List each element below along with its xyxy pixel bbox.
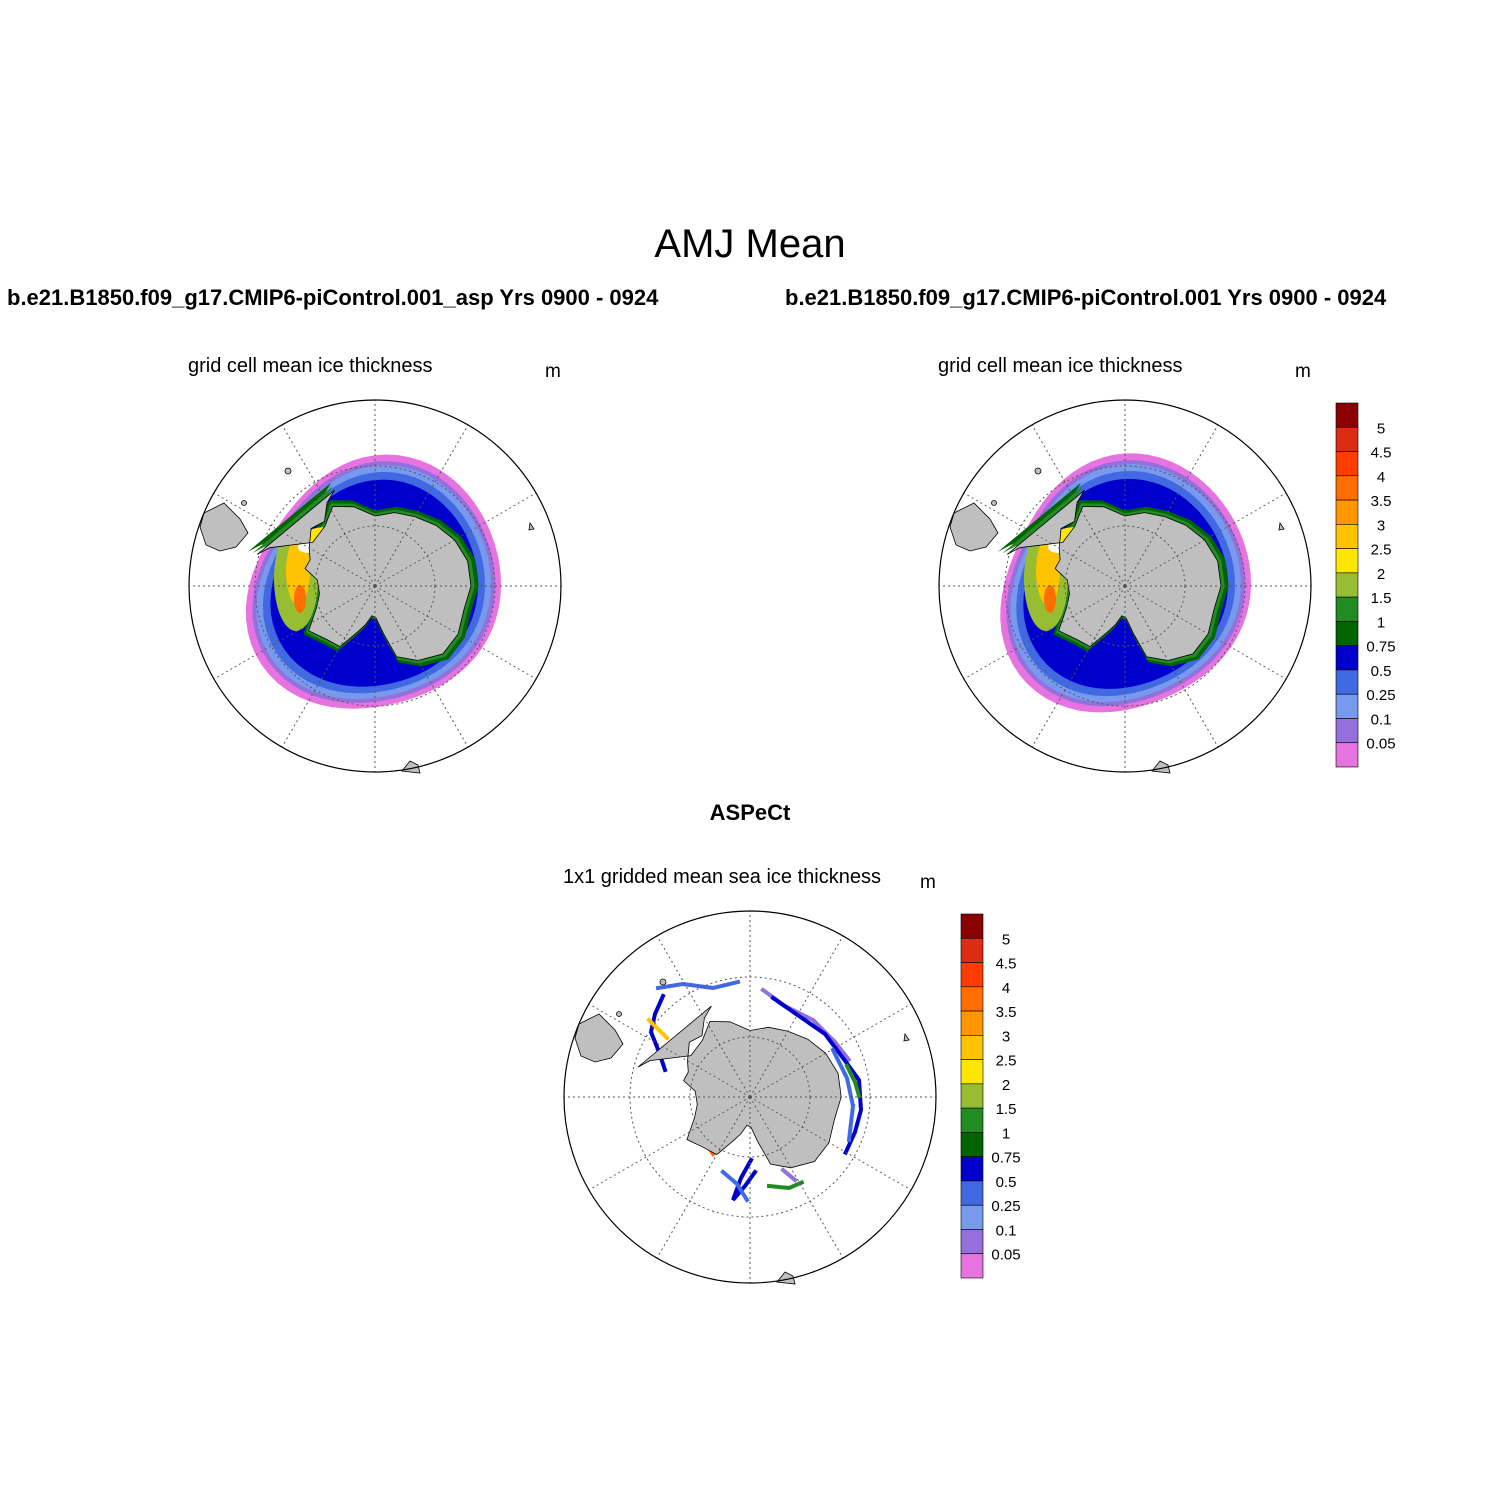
left-case-title: b.e21.B1850.f09_g17.CMIP6-piControl.001_…	[7, 285, 659, 310]
colorbar-swatch	[1335, 524, 1359, 549]
colorbar-swatch	[1335, 693, 1359, 719]
colorbar-swatch	[960, 986, 984, 1012]
south-america-landmass	[199, 502, 249, 552]
colorbar-tick-label: 1	[1002, 1125, 1010, 1142]
island-marker	[241, 500, 247, 506]
colorbar-tick-label: 3	[1377, 517, 1385, 534]
colorbar-tick-label: 0.1	[1371, 711, 1392, 728]
colorbar-tick-label: 4	[1377, 469, 1385, 486]
island-marker	[659, 978, 667, 986]
right-case-title: b.e21.B1850.f09_g17.CMIP6-piControl.001 …	[785, 285, 1387, 310]
right-units-label: m	[1295, 361, 1311, 382]
colorbar-tick-label: 0.75	[991, 1150, 1020, 1167]
colorbar-tick-label: 0.25	[991, 1198, 1020, 1215]
right-colorbar: 5 4.5 4 3.5 3 2.5 2 1.5 1 0.75 0.5 0.25 0.1 0.05	[1335, 402, 1396, 768]
island-marker	[1034, 467, 1042, 475]
colorbar-tick-label: 2.5	[1371, 542, 1392, 559]
colorbar-swatch	[1335, 645, 1359, 671]
colorbar-tick-label: 5	[1002, 931, 1010, 948]
colorbar-tick-label: 0.5	[1371, 663, 1392, 680]
right-polar-map	[938, 399, 1312, 774]
colorbar-swatch	[1335, 548, 1359, 574]
colorbar-swatch	[960, 1107, 984, 1133]
colorbar-swatch	[960, 1083, 984, 1109]
colorbar-swatch	[960, 937, 984, 963]
new-zealand-landmass	[776, 1271, 796, 1285]
map-boundary	[188, 399, 562, 773]
new-zealand-landmass	[1151, 760, 1171, 774]
colorbar-tick-label: 3.5	[1371, 493, 1392, 510]
observation-title: ASPeCt	[709, 800, 791, 825]
graticule	[564, 911, 936, 1283]
island-marker	[616, 1011, 622, 1017]
colorbar-swatch	[960, 1059, 984, 1085]
colorbar-tick-label: 0.05	[991, 1247, 1020, 1264]
observation-colorbar: 5 4.5 4 3.5 3 2.5 2 1.5 1 0.75 0.5 0.25 0.1 0.05	[960, 913, 1021, 1279]
colorbar-tick-label: 1.5	[996, 1101, 1017, 1118]
colorbar-swatch	[960, 1180, 984, 1206]
graticule	[189, 400, 561, 772]
observation-units-label: m	[920, 872, 936, 893]
colorbar-tick-label: 1	[1377, 614, 1385, 631]
colorbar-swatch	[960, 1253, 984, 1279]
island-marker	[903, 1032, 910, 1042]
colorbar-tick-label: 1.5	[1371, 590, 1392, 607]
south-america-landmass	[949, 502, 999, 552]
colorbar-tick-label: 0.75	[1366, 639, 1395, 656]
map-boundary	[563, 910, 937, 1284]
colorbar-swatch	[960, 1035, 984, 1060]
colorbar-swatch	[960, 962, 984, 988]
colorbar-tick-label: 0.25	[1366, 687, 1395, 704]
colorbar-tick-label: 3.5	[996, 1004, 1017, 1021]
colorbar-tick-label: 0.1	[996, 1222, 1017, 1239]
colorbar-tick-label: 4.5	[996, 956, 1017, 973]
observation-polar-map	[563, 910, 937, 1285]
colorbar-swatch	[1335, 669, 1359, 695]
colorbar-tick-label: 0.05	[1366, 736, 1395, 753]
left-units-label: m	[545, 361, 561, 382]
colorbar-tick-label: 2.5	[996, 1053, 1017, 1070]
colorbar-tick-label: 3	[1002, 1028, 1010, 1045]
colorbar-swatch	[1335, 596, 1359, 622]
island-marker	[528, 521, 535, 531]
figure-title: AMJ Mean	[654, 222, 846, 266]
right-variable-label: grid cell mean ice thickness	[938, 355, 1183, 377]
colorbar-tick-label: 5	[1377, 420, 1385, 437]
south-america-landmass	[574, 1013, 624, 1063]
colorbar-swatch	[1335, 718, 1359, 744]
colorbar-swatch	[1335, 499, 1359, 525]
colorbar-swatch	[960, 1010, 984, 1036]
left-variable-label: grid cell mean ice thickness	[188, 355, 433, 377]
colorbar-swatch	[1335, 426, 1359, 452]
colorbar-tick-label: 4.5	[1371, 445, 1392, 462]
colorbar-tick-label: 2	[1002, 1077, 1010, 1094]
colorbar-swatch	[1335, 621, 1359, 646]
island-marker	[284, 467, 292, 475]
new-zealand-landmass	[401, 760, 421, 774]
island-marker	[991, 500, 997, 506]
colorbar-swatch	[1335, 475, 1359, 501]
left-polar-map	[188, 399, 562, 774]
graticule	[939, 400, 1311, 772]
colorbar-swatch	[1335, 451, 1359, 477]
colorbar-swatch	[960, 913, 984, 939]
colorbar-tick-label: 0.5	[996, 1174, 1017, 1191]
colorbar-swatch	[1335, 572, 1359, 598]
colorbar-swatch	[1335, 742, 1359, 768]
colorbar-swatch	[1335, 402, 1359, 428]
colorbar-swatch	[960, 1204, 984, 1230]
colorbar-tick-label: 4	[1002, 980, 1010, 997]
map-boundary	[938, 399, 1312, 773]
island-marker	[1278, 521, 1285, 531]
colorbar-swatch	[960, 1156, 984, 1182]
colorbar-swatch	[960, 1229, 984, 1255]
colorbar-tick-label: 2	[1377, 566, 1385, 583]
colorbar-swatch	[960, 1132, 984, 1157]
observation-variable-label: 1x1 gridded mean sea ice thickness	[563, 866, 881, 888]
